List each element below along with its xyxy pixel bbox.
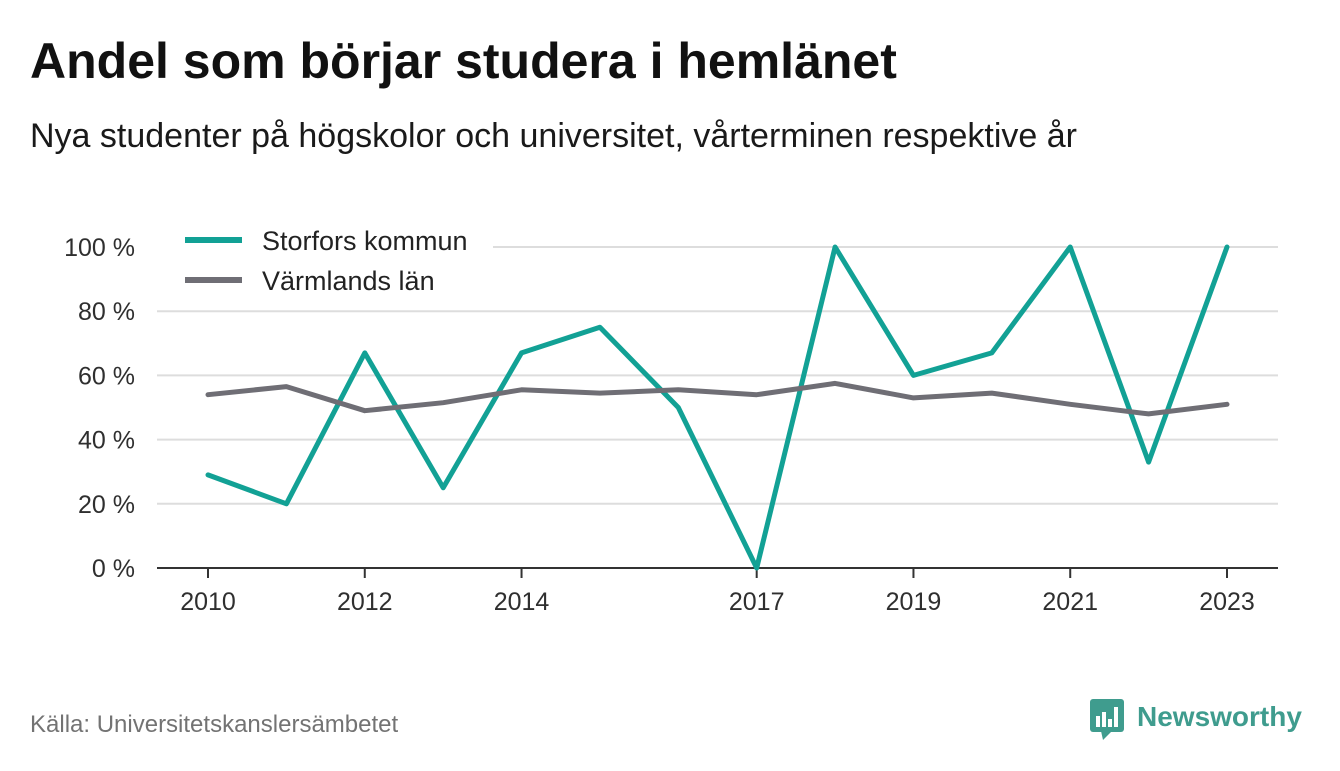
y-axis: 0 % 20 % 40 % 60 % 80 % 100 %	[64, 234, 135, 583]
y-tick-label: 60 %	[78, 362, 135, 390]
series-line-0	[205, 244, 1230, 571]
y-tick-label: 0 %	[92, 555, 135, 583]
y-tick-label: 100 %	[64, 234, 135, 262]
logo-text: Newsworthy	[1137, 701, 1302, 732]
legend-item-1: Värmlands län	[185, 266, 435, 296]
series-line-1	[205, 380, 1230, 417]
x-tick-label: 2019	[886, 588, 942, 616]
x-tick-label: 2021	[1042, 588, 1098, 616]
chart-title: Andel som börjar studera i hemlänet	[30, 33, 897, 89]
newsworthy-logo: Newsworthy	[1090, 699, 1302, 741]
series-points-1	[204, 379, 1231, 417]
newsworthy-logo-icon	[1090, 699, 1124, 740]
legend-label: Värmlands län	[262, 266, 435, 296]
x-tick-label: 2010	[180, 588, 236, 616]
series-layer	[204, 244, 1231, 571]
legend-background	[157, 222, 493, 300]
y-tick-label: 80 %	[78, 298, 135, 326]
x-tick-label: 2017	[729, 588, 785, 616]
x-tick-label: 2023	[1199, 588, 1255, 616]
legend: Storfors kommun Värmlands län	[157, 222, 493, 300]
x-tick-label: 2014	[494, 588, 550, 616]
source-note: Källa: Universitetskanslersämbetet	[30, 711, 399, 738]
chart-subtitle: Nya studenter på högskolor och universit…	[30, 117, 1077, 155]
x-axis: 2010 2012 2014 2017 2019 2021 2023	[157, 567, 1278, 616]
legend-label: Storfors kommun	[262, 226, 468, 256]
y-tick-label: 40 %	[78, 427, 135, 455]
y-tick-label: 20 %	[78, 491, 135, 519]
x-tick-label: 2012	[337, 588, 393, 616]
legend-item-0: Storfors kommun	[185, 226, 468, 256]
